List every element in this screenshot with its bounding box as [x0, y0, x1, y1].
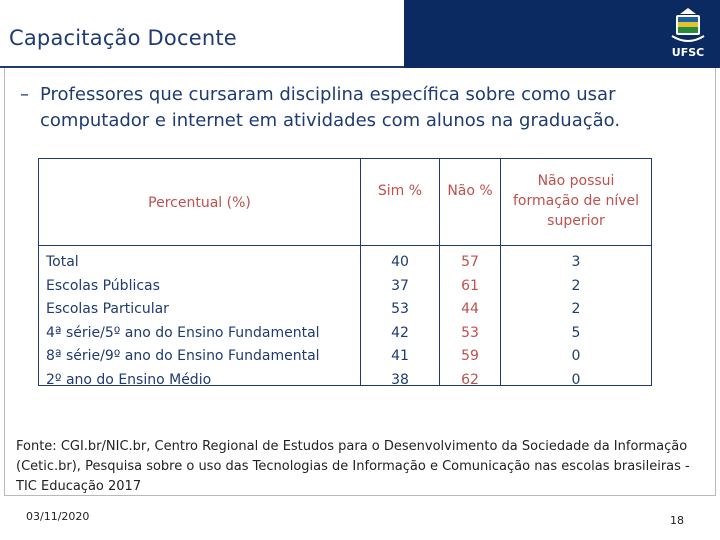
- cell-sem-formacao: 2: [571, 277, 581, 294]
- row-label: 8ª série/9º ano do Ensino Fundamental: [46, 348, 320, 364]
- column-nao-values: 57 61 44 53 59 62: [440, 251, 500, 392]
- table-header-label: Percentual (%): [148, 195, 251, 211]
- cell-sim: 42: [391, 324, 409, 341]
- cell-nao: 53: [461, 324, 479, 341]
- page-number: 18: [670, 514, 684, 527]
- cell-sem-formacao: 0: [571, 348, 581, 364]
- cell-sim: 40: [391, 254, 409, 270]
- subtitle-text: Professores que cursaram disciplina espe…: [40, 84, 621, 131]
- row-label: 4ª série/5º ano do Ensino Fundamental: [46, 324, 320, 341]
- column-header-sem-formacao: Não possui formação de nível superior: [512, 173, 639, 229]
- cell-nao: 59: [461, 348, 479, 364]
- header-banner: UFSC: [404, 0, 720, 68]
- cell-nao: 61: [461, 277, 479, 294]
- data-table: Percentual (%) Sim % Não % Não possui fo…: [38, 158, 652, 388]
- table-divider: [360, 159, 361, 385]
- cell-nao: 62: [461, 371, 479, 388]
- table-divider: [500, 159, 501, 385]
- ufsc-logo-icon: UFSC: [671, 8, 705, 59]
- cell-sem-formacao: 3: [571, 254, 581, 270]
- logo-text: UFSC: [672, 46, 704, 59]
- row-label: Escolas Particular: [46, 301, 169, 317]
- cell-sim: 38: [391, 371, 409, 388]
- footer-date: 03/11/2020: [26, 510, 90, 523]
- cell-sem-formacao: 5: [571, 324, 581, 341]
- title-underline: [0, 66, 404, 68]
- cell-sem-formacao: 2: [571, 301, 581, 317]
- column-header-sim: Sim %: [377, 183, 423, 199]
- subtitle-dash: –: [20, 84, 29, 105]
- table-header-divider: [39, 245, 651, 246]
- slide-title: Capacitação Docente: [9, 26, 237, 50]
- slide-subtitle: – Professores que cursaram disciplina es…: [20, 82, 710, 134]
- table-divider: [439, 159, 440, 385]
- column-sem-formacao-values: 3 2 2 5 0 0: [501, 251, 651, 392]
- row-labels: Total Escolas Públicas Escolas Particula…: [46, 251, 320, 392]
- column-header-nao: Não %: [447, 183, 493, 199]
- row-label: 2º ano do Ensino Médio: [46, 371, 212, 388]
- row-label: Total: [46, 254, 79, 270]
- cell-sim: 41: [391, 348, 409, 364]
- cell-sim: 53: [391, 301, 409, 317]
- column-sim-values: 40 37 53 42 41 38: [361, 251, 439, 392]
- cell-sim: 37: [391, 277, 409, 294]
- cell-nao: 57: [461, 254, 479, 270]
- cell-sem-formacao: 0: [571, 371, 581, 388]
- row-label: Escolas Públicas: [46, 277, 160, 294]
- cell-nao: 44: [461, 301, 479, 317]
- source-citation: Fonte: CGI.br/NIC.br, Centro Regional de…: [16, 439, 690, 494]
- content-frame: [4, 68, 716, 496]
